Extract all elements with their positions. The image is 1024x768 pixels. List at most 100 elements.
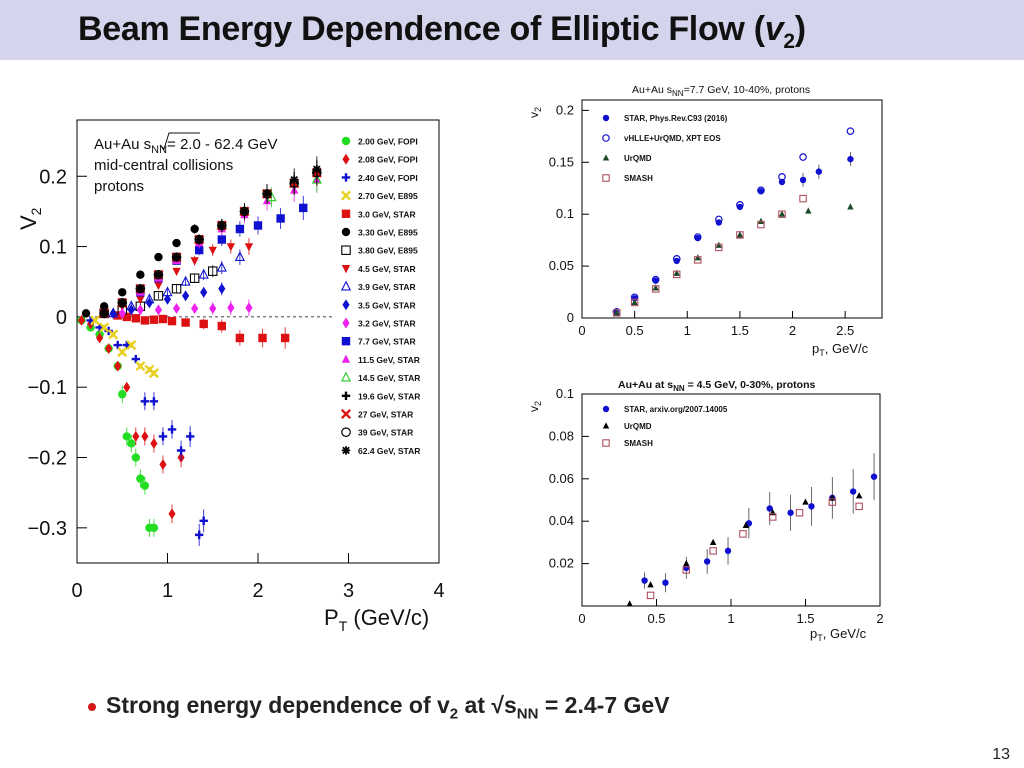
series-13 [216,166,322,233]
bullet-sub-2: NN [516,705,539,723]
x-tick-label: 3 [343,580,354,602]
legend-label: 3.0 GeV, STAR [358,209,416,219]
data-point [136,295,145,305]
data-point [163,293,172,305]
legend-label: 19.6 GeV, STAR [358,391,420,401]
data-point [198,268,209,279]
data-point [81,309,91,318]
left-chart: 0 1 2 3 4 0.2 0.1 0 −0.1 −0.2 −0.3 PT (GeV/c) V2 Au+A… [16,119,445,634]
x-tick-label: 4 [433,580,444,602]
data-point [805,207,812,214]
annotation-line-2: mid-central collisions [94,157,233,174]
data-point [150,438,158,449]
legend-label: 3.9 GeV, STAR [358,282,416,292]
data-point [216,261,227,272]
y-tick-label: 0 [567,310,574,325]
sqrt-sign-icon [159,132,200,150]
data-point [190,257,199,266]
data-point [693,233,702,241]
annotation-line-1: Au+Au sNN= 2.0 - 62.4 GeV [94,136,278,156]
data-point [136,284,145,293]
data-point [172,238,181,248]
y-tick-label: 0.06 [549,471,574,486]
data-point [185,432,195,441]
legend: STAR, Phys.Rev.C93 (2016) vHLLE+UrQMD, XP… [602,114,728,183]
data-point [799,194,807,203]
title-main: Beam Energy Dependence of Elliptic Flow [78,10,745,48]
data-point [715,215,723,224]
data-point [244,243,254,252]
data-point [253,221,263,230]
series-0 [641,453,878,593]
data-point [768,513,777,521]
data-point [154,270,163,279]
legend-label: 62.4 GeV, STAR [358,446,420,456]
data-point [641,577,648,584]
legend-label: 3.30 GeV, E895 [358,228,418,238]
data-point [808,503,815,510]
x-tick-label: 0 [578,611,585,626]
legend-marker [342,153,350,165]
legend-label: 3.80 GeV, E895 [358,246,418,256]
plot-frame [581,99,883,319]
data-point [258,333,267,343]
data-point [234,251,246,262]
legend-marker [602,154,610,161]
data-point [159,459,167,471]
x-tick-label: 2 [252,580,263,602]
legend-marker [341,265,351,274]
data-point [154,281,163,291]
data-point [99,309,109,318]
data-point [799,153,807,161]
legend-label: 2.08 GeV, FOPI [358,155,418,165]
data-point [742,521,750,528]
y-tick-label: 0.1 [39,237,67,259]
data-point [870,473,878,480]
title-symbol: v [764,10,784,48]
data-point [180,275,191,286]
x-tick-label: 0.5 [647,611,665,626]
data-point [132,430,140,442]
y-axis-label: V2 [16,207,44,230]
y-tick-label: 0.08 [549,428,574,443]
data-point [99,302,109,311]
data-point [736,231,744,239]
legend-label: 2.00 GeV, FOPI [358,137,418,147]
data-point [136,474,145,483]
data-point [240,207,249,216]
data-point [673,269,680,276]
y-tick-label: 0.15 [549,154,574,169]
data-point [122,340,131,350]
chart-title: Au+Au at sNN = 4.5 GeV, 0-30%, protons [618,379,815,393]
data-point [117,346,128,358]
data-point [855,502,863,511]
data-point [290,175,299,184]
annotation-line-3: protons [94,178,144,195]
series-5 [81,224,199,318]
data-point [122,312,131,322]
data-point [227,302,235,314]
data-point [131,354,141,364]
data-point [167,425,177,434]
legend-marker [602,134,610,142]
data-point [849,488,857,495]
data-point [217,321,226,331]
data-point [113,311,122,320]
legend-marker [602,405,610,413]
legend-label: vHLLE+UrQMD, XPT EOS [624,134,721,143]
y-tick-label: 0.1 [556,206,574,221]
data-point [123,381,131,393]
data-point [148,368,159,379]
y-axis-label: v2 [527,401,543,412]
data-point [99,322,110,333]
data-point [199,319,208,329]
data-point [787,509,794,516]
data-point [149,523,159,533]
data-point [140,316,150,325]
legend-marker [341,227,351,237]
data-point [312,165,322,174]
legend-label: 2.70 GeV, E895 [358,191,418,201]
data-point [114,360,122,372]
x-tick-label: 1 [162,580,173,602]
data-point [96,332,104,344]
